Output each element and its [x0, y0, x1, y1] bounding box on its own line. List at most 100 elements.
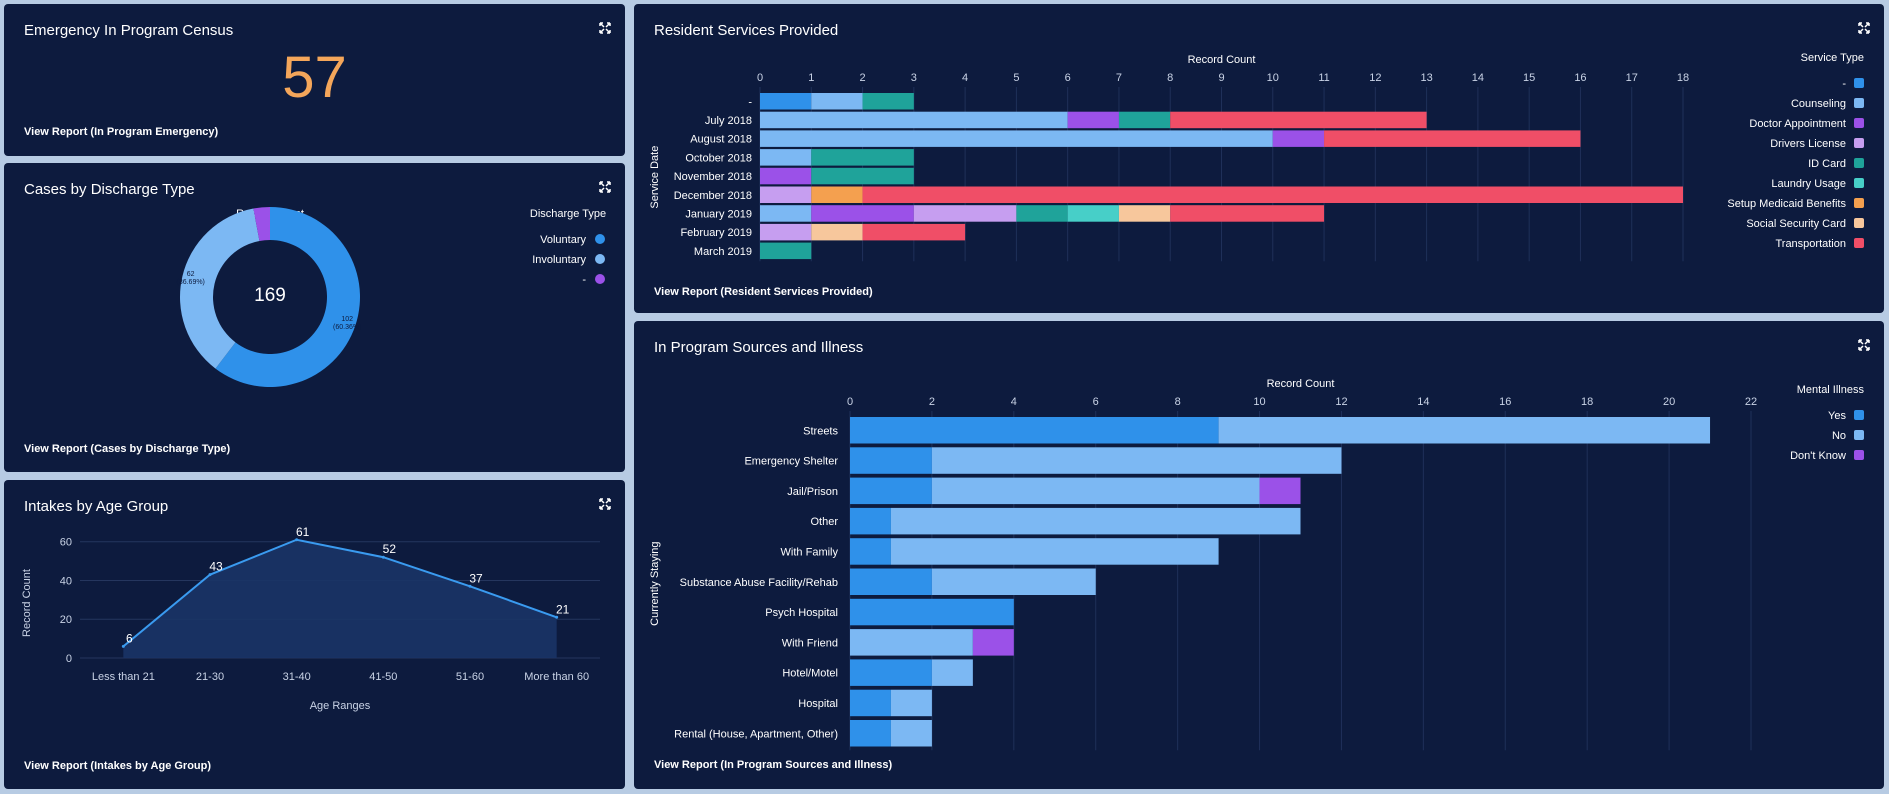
sources-xtick-6: 12: [1335, 396, 1347, 408]
services-bar-2-2: [1272, 130, 1325, 147]
census-card: Emergency In Program Census 57 View Repo…: [4, 4, 625, 156]
donut-slice-label-0: 102 (60.36%): [333, 316, 361, 331]
services-bar-4-4: [811, 167, 914, 185]
services-xtick-2: 2: [859, 72, 865, 84]
discharge-legend-swatch-1: [595, 254, 605, 264]
sources-category-label-4: With Family: [781, 546, 839, 558]
sources-bar-10-1: [890, 720, 932, 747]
intakes-data-label-3: 52: [383, 542, 397, 556]
services-bar-6-8: [1170, 205, 1325, 222]
services-legend-swatch-0: [1854, 78, 1864, 88]
discharge-title: Cases by Discharge Type: [24, 181, 195, 198]
sources-xtick-0: 0: [847, 396, 853, 408]
services-legend-swatch-3: [1854, 138, 1864, 148]
sources-bar-3-1: [890, 507, 1301, 535]
discharge-legend-label-1: Involuntary: [532, 254, 586, 266]
services-xlabel: Record Count: [1188, 54, 1256, 66]
services-legend-swatch-5: [1854, 178, 1864, 188]
services-category-label-5: December 2018: [674, 190, 752, 202]
services-xtick-13: 13: [1420, 72, 1432, 84]
intakes-line: [122, 538, 558, 648]
sources-view-report-link[interactable]: View Report (In Program Sources and Illn…: [654, 759, 893, 771]
services-bar-1-2: [1067, 111, 1119, 129]
intakes-view-report-link[interactable]: View Report (Intakes by Age Group): [24, 760, 212, 772]
expand-icon[interactable]: [599, 498, 611, 510]
donut-slice-label-1: 62 (36.69%): [176, 271, 204, 286]
services-legend-label-5: Laundry Usage: [1771, 178, 1846, 190]
services-xtick-9: 9: [1218, 72, 1224, 84]
sources-category-label-8: Hotel/Motel: [782, 668, 838, 680]
services-legend-swatch-4: [1854, 158, 1864, 168]
sources-card: In Program Sources and Illness Record Co…: [634, 321, 1884, 789]
discharge-legend-label-0: Voluntary: [540, 234, 586, 246]
services-xtick-8: 8: [1167, 72, 1173, 84]
services-category-label-7: February 2019: [680, 227, 752, 239]
intakes-card: Intakes by Age Group 0 20 40 60 6 Less than 2…: [4, 480, 625, 789]
expand-icon[interactable]: [599, 181, 611, 193]
services-view-report-link[interactable]: View Report (Resident Services Provided): [654, 286, 873, 298]
services-xtick-15: 15: [1523, 72, 1535, 84]
expand-icon[interactable]: [599, 22, 611, 34]
services-xtick-10: 10: [1267, 72, 1279, 84]
intakes-area-chart: 0 20 40 60 6 Less than 21 43 21-30 61 31-40 52 41-5…: [21, 525, 600, 712]
services-xtick-5: 5: [1013, 72, 1019, 84]
sources-xtick-11: 22: [1745, 396, 1757, 408]
sources-bar-chart: Record Count 0 2 4 6 8 10 12 14 16 18 20 22 Streets Em…: [649, 378, 1864, 751]
services-legend-label-3: Drivers License: [1770, 138, 1846, 150]
sources-xtick-4: 8: [1175, 396, 1181, 408]
services-bar-8-4: [760, 242, 812, 260]
sources-bar-2-2: [1259, 477, 1301, 505]
sources-bar-9-0: [850, 689, 891, 717]
sources-bar-1-1: [931, 447, 1342, 474]
services-legend-label-8: Transportation: [1775, 238, 1846, 250]
services-xtick-4: 4: [962, 72, 968, 84]
discharge-legend-title: Discharge Type: [530, 208, 606, 220]
intakes-xlabel: Age Ranges: [310, 700, 371, 712]
intakes-data-label-4: 37: [469, 571, 483, 585]
intakes-point-3: [381, 555, 385, 559]
services-legend-label-1: Counseling: [1791, 98, 1846, 110]
discharge-legend: Voluntary Involuntary -: [532, 234, 605, 286]
expand-icon[interactable]: [1858, 22, 1870, 34]
discharge-view-report-link[interactable]: View Report (Cases by Discharge Type): [24, 443, 231, 455]
expand-icon[interactable]: [1858, 339, 1870, 351]
services-bar-2-1: [760, 130, 1273, 147]
services-bar-6-2: [811, 205, 914, 222]
services-xtick-1: 1: [808, 72, 814, 84]
services-legend-swatch-8: [1854, 238, 1864, 248]
services-bar-3-4: [811, 149, 914, 166]
services-legend-swatch-1: [1854, 98, 1864, 108]
census-view-report-link[interactable]: View Report (In Program Emergency): [24, 126, 219, 138]
sources-category-label-1: Emergency Shelter: [744, 456, 838, 468]
services-xtick-12: 12: [1369, 72, 1381, 84]
sources-legend-swatch-2: [1854, 450, 1864, 460]
donut-slice-0: [215, 207, 360, 387]
sources-bar-0-0: [850, 417, 1219, 444]
sources-legend-label-0: Yes: [1828, 410, 1846, 422]
intakes-point-5: [555, 615, 559, 619]
sources-xtick-10: 20: [1663, 396, 1675, 408]
intakes-point-2: [295, 538, 299, 542]
sources-category-label-2: Jail/Prison: [787, 486, 838, 498]
sources-bar-2-0: [850, 477, 932, 505]
intakes-xtick-2: 31-40: [283, 671, 311, 683]
services-bar-0-4: [862, 93, 914, 110]
discharge-donut-chart: Record Count 102(60.36%)62(36.69%) 169 D…: [176, 207, 606, 387]
services-bar-1-8: [1170, 111, 1427, 129]
sources-legend-swatch-0: [1854, 410, 1864, 420]
discharge-legend-swatch-0: [595, 234, 605, 244]
services-legend-label-2: Doctor Appointment: [1749, 118, 1846, 130]
services-bar-7-7: [811, 223, 863, 241]
intakes-xtick-0: Less than 21: [92, 671, 155, 683]
intakes-ytick-2: 40: [60, 575, 72, 587]
sources-xtick-3: 6: [1093, 396, 1099, 408]
discharge-legend-swatch-2: [595, 274, 605, 284]
services-bar-6-7: [1118, 205, 1171, 222]
intakes-data-label-1: 43: [209, 560, 223, 574]
intakes-data-label-5: 21: [556, 602, 570, 616]
services-category-label-0: -: [748, 96, 752, 108]
services-card: Resident Services Provided Record Count 0…: [634, 4, 1884, 313]
intakes-ytick-3: 60: [60, 537, 72, 549]
sources-xlabel: Record Count: [1267, 378, 1335, 390]
intakes-data-label-2: 61: [296, 525, 310, 539]
